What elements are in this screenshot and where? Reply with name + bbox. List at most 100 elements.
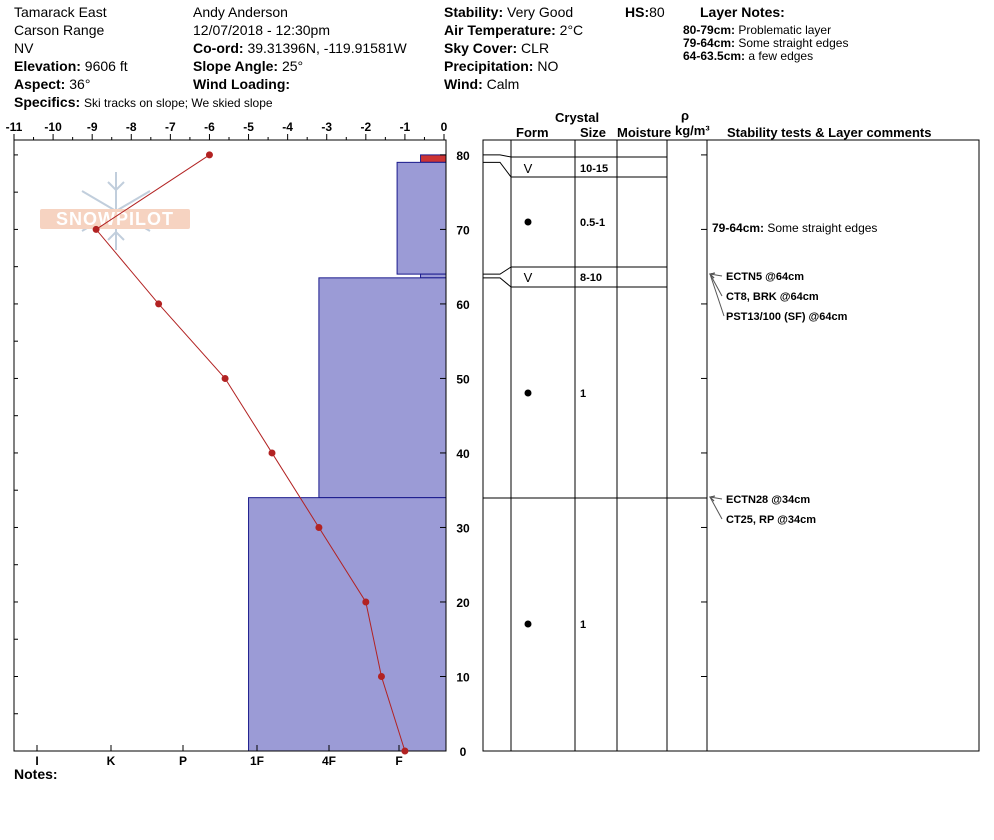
crystal-size-label: 10-15 (580, 163, 608, 175)
hardness-layer (396, 161, 447, 275)
air-temperature: Air Temperature: 2°C (444, 22, 584, 38)
x-top-tick-label: -1 (400, 120, 411, 134)
layer-table: V 10-15 0.5-1 V 8-10 1 1 79-64cm: Some straight… (482, 139, 980, 752)
stability-test: ECTN5 @64cm (726, 271, 804, 283)
crystal-size-label: 1 (580, 619, 586, 631)
temperature-point (205, 151, 213, 159)
density-unit-header: kg/m³ (675, 123, 710, 138)
layer-connector (483, 266, 512, 275)
temperature-point (401, 747, 409, 755)
plot-border (13, 139, 447, 752)
elevation: Elevation: 9606 ft (14, 58, 128, 74)
x-top-tick-label: -4 (282, 120, 293, 134)
crystal-form-round-icon (524, 389, 532, 397)
x-top-tick-label: 0 (441, 120, 448, 134)
layer-comment-range: 79-64cm: (712, 221, 764, 235)
wind-loading: Wind Loading: (193, 76, 291, 92)
layer-connector (483, 161, 512, 178)
hardness-bars (248, 154, 447, 752)
y-tick-label: 50 (456, 372, 470, 386)
stability-test: ECTN28 @34cm (726, 494, 810, 506)
temperature-point (221, 374, 229, 382)
crystal-size-label: 0.5-1 (580, 217, 605, 229)
snowpilot-logo-text: SNOWPILOT (56, 209, 174, 229)
location: Tamarack East (14, 4, 107, 20)
x-top-tick-label: -8 (126, 120, 137, 134)
crystal-form-round-icon (524, 620, 532, 628)
datetime: 12/07/2018 - 12:30pm (193, 22, 330, 38)
observer: Andy Anderson (193, 4, 288, 20)
y-tick-label: 10 (456, 670, 470, 684)
precipitation: Precipitation: NO (444, 58, 559, 74)
table-border (482, 139, 980, 752)
wind: Wind: Calm (444, 76, 520, 92)
layer-notes-title: Layer Notes: (700, 4, 785, 20)
x-top-tick-label: -5 (243, 120, 254, 134)
hardness-tick-label: 1F (250, 754, 264, 768)
x-top-tick-label: -7 (165, 120, 176, 134)
range: Carson Range (14, 22, 105, 38)
y-tick-label: 20 (456, 596, 470, 610)
y-tick-label: 80 (456, 149, 470, 163)
temperature-point (377, 672, 385, 680)
x-top-tick-label: -3 (321, 120, 332, 134)
x-top-tick-label: -6 (204, 120, 215, 134)
x-top-tick-label: -10 (44, 120, 62, 134)
specifics: Specifics: Ski tracks on slope; We skied… (14, 94, 273, 110)
stability-arrow (709, 496, 723, 520)
crystal-form-label: V (524, 161, 533, 176)
layer-comment: 79-64cm: Some straight edges (712, 221, 877, 235)
x-top-tick-label: -2 (360, 120, 371, 134)
stability-arrow (709, 273, 725, 317)
rho-header: ρ (681, 108, 690, 123)
temperature-point (92, 225, 100, 233)
temperature-profile (92, 151, 409, 755)
layer-connector (483, 277, 512, 288)
state: NV (14, 40, 34, 56)
stability-arrow (709, 273, 723, 277)
form-header: Form (516, 125, 549, 140)
layer-note: 79-64cm: Some straight edges (683, 36, 849, 50)
hardness-tick-label: K (107, 754, 116, 768)
hardness-tick-label: 4F (322, 754, 336, 768)
layer-connector (483, 154, 512, 158)
coordinates: Co-ord: 39.31396N, -119.91581W (193, 40, 407, 56)
hardness-layer (248, 497, 447, 752)
sky-cover: Sky Cover: CLR (444, 40, 550, 56)
crystal-form-label: V (524, 270, 533, 285)
x-top-tick-label: -11 (6, 120, 23, 134)
x-top-tick-label: -9 (87, 120, 98, 134)
temperature-point (315, 523, 323, 531)
y-tick-label: 40 (456, 447, 470, 461)
hardness-tick-label: F (395, 754, 402, 768)
stability-arrow (709, 496, 723, 500)
temperature-plot-frame: -11 -10 -9 -8 -7 -6 -5 -4 -3 -2 -1 0010203040506070… (6, 120, 470, 768)
snowpilot-logo: SNOWPILOT (40, 172, 190, 250)
snow-height: HS:80 (625, 4, 665, 20)
hardness-tick-label: I (35, 754, 38, 768)
crystal-form-round-icon (524, 218, 532, 226)
stability-test: CT8, BRK @64cm (726, 291, 819, 303)
hardness-layer (420, 273, 447, 279)
y-tick-label: 60 (456, 298, 470, 312)
y-tick-label: 70 (456, 223, 470, 237)
stability-comments-header: Stability tests & Layer comments (727, 125, 932, 140)
temperature-point (362, 598, 370, 606)
slope-angle: Slope Angle: 25° (193, 58, 304, 74)
hardness-tick-label: P (179, 754, 187, 768)
hardness-layer (318, 277, 447, 499)
notes-label: Notes: (14, 766, 58, 782)
layer-note: 64-63.5cm: a few edges (683, 49, 814, 63)
temperature-point (268, 449, 276, 457)
y-tick-label: 0 (460, 745, 467, 759)
stability-arrowhead (708, 272, 716, 279)
layer-comment-text: Some straight edges (764, 221, 877, 235)
moisture-header: Moisture (617, 125, 672, 140)
temperature-point (155, 300, 163, 308)
aspect: Aspect: 36° (14, 76, 91, 92)
size-header: Size (580, 125, 607, 140)
stability-test: PST13/100 (SF) @64cm (726, 311, 848, 323)
layer-note: 80-79cm: Problematic layer (683, 23, 832, 37)
stability-arrow (709, 273, 723, 297)
